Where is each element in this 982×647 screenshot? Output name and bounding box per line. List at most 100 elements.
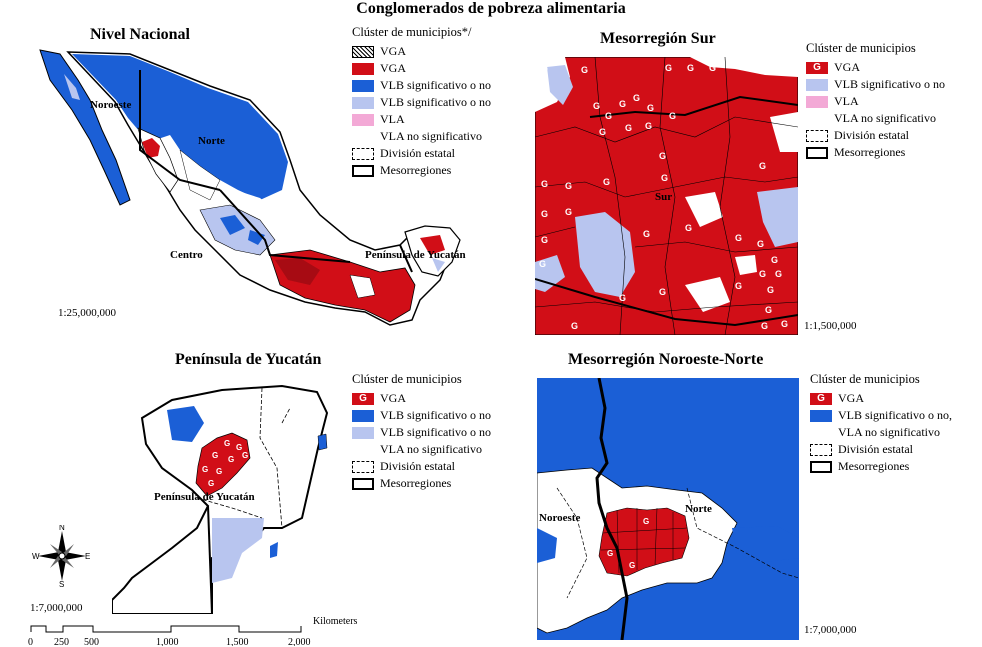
thick-border-swatch-icon xyxy=(810,460,832,473)
label-norte: Norte xyxy=(685,503,712,515)
hatch-swatch-icon xyxy=(352,45,374,58)
legend-item-vlb-dark: VLB significativo o no xyxy=(352,407,491,424)
svg-text:G: G xyxy=(765,305,772,315)
label-peninsula: Península de Yucatán xyxy=(154,491,255,503)
dashed-swatch-icon xyxy=(806,129,828,142)
svg-text:G: G xyxy=(625,123,632,133)
svg-text:G: G xyxy=(565,181,572,191)
svg-text:G: G xyxy=(228,455,234,464)
svg-text:G: G xyxy=(687,63,694,73)
legend-item-vla-ns: VLA no significativo xyxy=(380,129,482,143)
thick-border-swatch-icon xyxy=(806,146,828,159)
panel-title-nacional: Nivel Nacional xyxy=(90,26,190,43)
legend-item-vlb: VLB significativo o no, xyxy=(810,407,952,424)
svg-text:G: G xyxy=(208,479,214,488)
panel-title-yucatan: Península de Yucatán xyxy=(175,351,322,368)
legend-item-mesorregiones: Mesorregiones xyxy=(352,162,491,179)
panel-title-noroeste-norte: Mesorregión Noroeste-Norte xyxy=(568,351,764,368)
svg-text:G: G xyxy=(757,239,764,249)
svg-text:E: E xyxy=(85,552,90,561)
blue-swatch-icon xyxy=(352,409,374,422)
dashed-swatch-icon xyxy=(810,443,832,456)
svg-text:G: G xyxy=(709,63,716,73)
svg-text:G: G xyxy=(541,179,548,189)
svg-text:G: G xyxy=(202,465,208,474)
legend-item-mesorregiones: Mesorregiones xyxy=(810,458,952,475)
blue-swatch-icon xyxy=(352,79,374,92)
legend-item-vla-ns: VLA no significativo xyxy=(838,425,940,439)
blue-swatch-icon xyxy=(810,409,832,422)
svg-text:G: G xyxy=(645,121,652,131)
svg-text:G: G xyxy=(603,177,610,187)
legend-item-vlb-dark: VLB significativo o no xyxy=(352,77,491,94)
svg-text:G: G xyxy=(619,99,626,109)
legend-noroeste-norte: Clúster de municipios G VGA VLB significa… xyxy=(810,371,952,475)
svg-text:G: G xyxy=(661,173,668,183)
svg-text:G: G xyxy=(659,151,666,161)
dashed-swatch-icon xyxy=(352,460,374,473)
svg-text:G: G xyxy=(759,269,766,279)
scale-yucatan: 1:7,000,000 xyxy=(30,602,83,614)
svg-text:G: G xyxy=(659,287,666,297)
map-noroeste-norte: G G G Noroeste Norte xyxy=(537,378,799,640)
svg-text:G: G xyxy=(539,259,546,269)
pink-swatch-icon xyxy=(806,95,828,108)
legend-item-vga: VGA xyxy=(352,60,491,77)
svg-text:G: G xyxy=(665,63,672,73)
svg-text:S: S xyxy=(59,580,64,587)
svg-text:G: G xyxy=(759,161,766,171)
legend-item-vga-hatched: VGA xyxy=(352,43,491,60)
svg-text:G: G xyxy=(216,467,222,476)
svg-text:G: G xyxy=(781,319,788,329)
red-g-swatch-icon: G xyxy=(810,392,832,405)
thick-border-swatch-icon xyxy=(352,477,374,490)
svg-text:G: G xyxy=(599,127,606,137)
svg-text:G: G xyxy=(212,451,218,460)
svg-text:Kilometers: Kilometers xyxy=(313,616,358,627)
label-norte: Norte xyxy=(198,135,225,147)
legend-item-mesorregiones: Mesorregiones xyxy=(806,144,945,161)
pink-swatch-icon xyxy=(352,113,374,126)
main-title: Conglomerados de pobreza alimentaria xyxy=(356,0,626,17)
dashed-swatch-icon xyxy=(352,147,374,160)
red-g-swatch-icon: G xyxy=(352,392,374,405)
svg-text:250: 250 xyxy=(54,637,69,646)
svg-text:G: G xyxy=(605,111,612,121)
svg-text:W: W xyxy=(32,552,40,561)
svg-text:1,000: 1,000 xyxy=(156,637,179,646)
svg-text:G: G xyxy=(647,103,654,113)
svg-text:N: N xyxy=(59,525,65,532)
legend-item-mesorregiones: Mesorregiones xyxy=(352,475,491,492)
legend-heading: Clúster de municipios xyxy=(352,372,462,386)
svg-text:G: G xyxy=(669,111,676,121)
red-swatch-icon xyxy=(352,62,374,75)
legend-heading: Clúster de municipios xyxy=(810,372,920,386)
compass-icon: N S W E xyxy=(32,525,90,587)
map-yucatan: G GG G G GGG Península de Yucatán xyxy=(112,384,329,614)
lightblue-swatch-icon xyxy=(806,78,828,91)
legend-item-division: División estatal xyxy=(352,458,491,475)
legend-item-vlb: VLB significativo o no xyxy=(806,76,945,93)
thick-border-swatch-icon xyxy=(352,164,374,177)
svg-text:2,000: 2,000 xyxy=(288,637,311,646)
scale-sur: 1:1,500,000 xyxy=(804,320,857,332)
svg-text:1,500: 1,500 xyxy=(226,637,249,646)
map-nacional: Noroeste Norte Centro Península de Yucat… xyxy=(39,49,466,326)
svg-text:500: 500 xyxy=(84,637,99,646)
legend-nacional: Clúster de municipios*/ VGA VGA VLB sign… xyxy=(352,24,491,179)
svg-text:G: G xyxy=(761,321,768,331)
lightblue-swatch-icon xyxy=(352,96,374,109)
label-peninsula: Península de Yucatán xyxy=(365,249,466,261)
legend-item-vlb-light: VLB significativo o no xyxy=(352,94,491,111)
svg-text:G: G xyxy=(224,439,230,448)
label-sur: Sur xyxy=(655,191,672,203)
legend-item-division: División estatal xyxy=(810,441,952,458)
legend-item-vla-ns: VLA no significativo xyxy=(380,442,482,456)
svg-text:G: G xyxy=(619,293,626,303)
legend-heading: Clúster de municipios xyxy=(806,41,916,55)
svg-text:G: G xyxy=(643,229,650,239)
legend-item-vla: VLA xyxy=(352,111,491,128)
svg-text:G: G xyxy=(775,269,782,279)
svg-text:G: G xyxy=(735,233,742,243)
legend-item-vga: G VGA xyxy=(352,390,491,407)
